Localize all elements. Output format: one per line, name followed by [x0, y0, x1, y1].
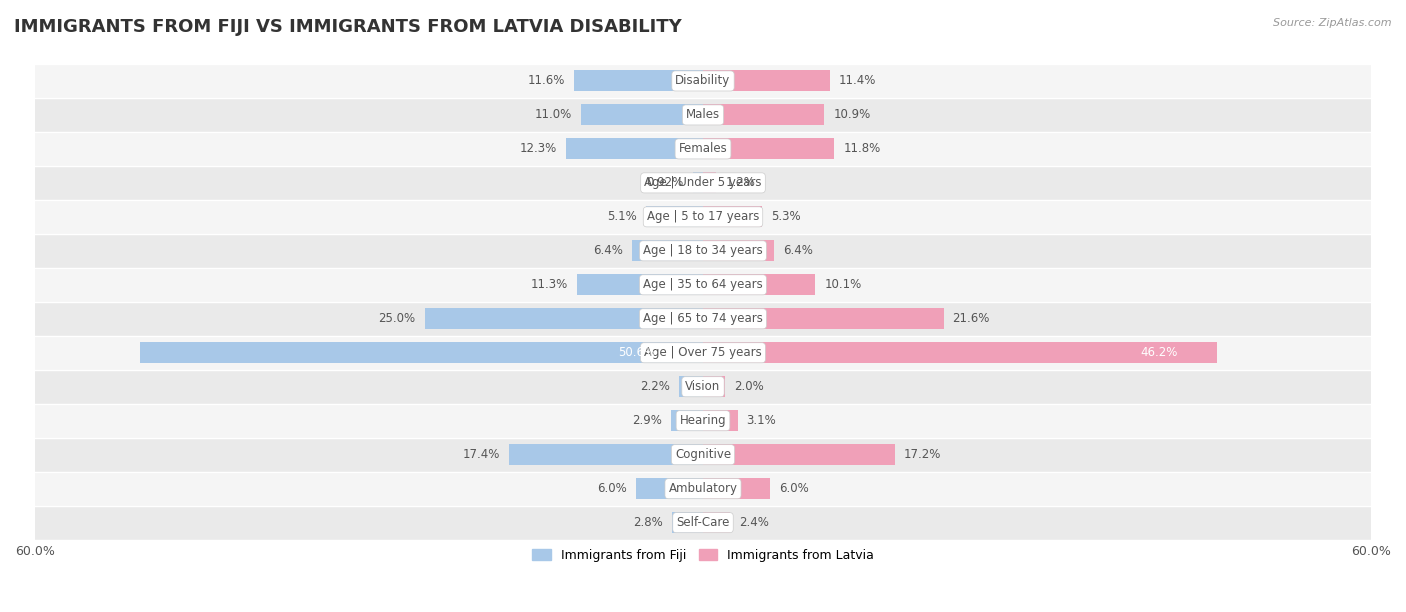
Text: 2.4%: 2.4% [738, 516, 769, 529]
Text: Age | 65 to 74 years: Age | 65 to 74 years [643, 312, 763, 326]
Bar [703, 173, 717, 193]
Bar [35, 98, 1371, 132]
Text: 10.1%: 10.1% [824, 278, 862, 291]
Text: 5.3%: 5.3% [770, 211, 800, 223]
Bar [647, 206, 703, 228]
Bar [35, 336, 1371, 370]
Bar [703, 444, 894, 465]
Text: Males: Males [686, 108, 720, 121]
Bar [693, 173, 703, 193]
Text: Source: ZipAtlas.com: Source: ZipAtlas.com [1274, 18, 1392, 28]
Text: 17.2%: 17.2% [904, 448, 941, 461]
Bar [703, 206, 762, 228]
Bar [35, 64, 1371, 98]
Bar [671, 410, 703, 431]
Text: 25.0%: 25.0% [378, 312, 416, 326]
Bar [35, 302, 1371, 336]
Bar [703, 410, 738, 431]
Bar [703, 376, 725, 397]
Text: 5.1%: 5.1% [607, 211, 637, 223]
Text: 0.92%: 0.92% [647, 176, 683, 189]
Text: Ambulatory: Ambulatory [668, 482, 738, 495]
Text: Age | Under 5 years: Age | Under 5 years [644, 176, 762, 189]
Text: 12.3%: 12.3% [520, 143, 557, 155]
Text: Hearing: Hearing [679, 414, 727, 427]
Bar [35, 438, 1371, 472]
Bar [35, 234, 1371, 268]
Text: Age | 35 to 64 years: Age | 35 to 64 years [643, 278, 763, 291]
Bar [672, 512, 703, 533]
Text: Disability: Disability [675, 75, 731, 88]
Text: 3.1%: 3.1% [747, 414, 776, 427]
Text: Cognitive: Cognitive [675, 448, 731, 461]
Text: IMMIGRANTS FROM FIJI VS IMMIGRANTS FROM LATVIA DISABILITY: IMMIGRANTS FROM FIJI VS IMMIGRANTS FROM … [14, 18, 682, 36]
Bar [139, 342, 703, 364]
Text: Vision: Vision [685, 380, 721, 394]
Text: 2.8%: 2.8% [633, 516, 662, 529]
Bar [35, 200, 1371, 234]
Bar [636, 478, 703, 499]
Text: Self-Care: Self-Care [676, 516, 730, 529]
Bar [35, 166, 1371, 200]
Text: 2.0%: 2.0% [734, 380, 763, 394]
Bar [574, 70, 703, 91]
Bar [35, 268, 1371, 302]
Text: Age | Over 75 years: Age | Over 75 years [644, 346, 762, 359]
Text: 2.9%: 2.9% [631, 414, 662, 427]
Text: 6.4%: 6.4% [593, 244, 623, 257]
Text: 6.0%: 6.0% [779, 482, 808, 495]
Bar [703, 105, 824, 125]
Bar [425, 308, 703, 329]
Bar [703, 70, 830, 91]
Text: 11.4%: 11.4% [839, 75, 876, 88]
Legend: Immigrants from Fiji, Immigrants from Latvia: Immigrants from Fiji, Immigrants from La… [527, 543, 879, 567]
Bar [703, 241, 775, 261]
Bar [35, 472, 1371, 506]
Text: 6.4%: 6.4% [783, 244, 813, 257]
Bar [703, 308, 943, 329]
Bar [581, 105, 703, 125]
Bar [35, 506, 1371, 540]
Bar [509, 444, 703, 465]
Text: Age | 5 to 17 years: Age | 5 to 17 years [647, 211, 759, 223]
Text: 11.3%: 11.3% [531, 278, 568, 291]
Bar [703, 512, 730, 533]
Text: 11.8%: 11.8% [844, 143, 880, 155]
Bar [567, 138, 703, 160]
Bar [35, 404, 1371, 438]
Bar [703, 138, 834, 160]
Bar [703, 274, 815, 296]
Bar [35, 370, 1371, 404]
Text: 17.4%: 17.4% [463, 448, 501, 461]
Text: 1.2%: 1.2% [725, 176, 755, 189]
Text: 46.2%: 46.2% [1140, 346, 1178, 359]
Bar [703, 478, 770, 499]
Text: 11.0%: 11.0% [534, 108, 572, 121]
Bar [631, 241, 703, 261]
Text: 21.6%: 21.6% [952, 312, 990, 326]
Text: Age | 18 to 34 years: Age | 18 to 34 years [643, 244, 763, 257]
Text: 11.6%: 11.6% [527, 75, 565, 88]
Text: 10.9%: 10.9% [834, 108, 870, 121]
Bar [703, 342, 1218, 364]
Text: 50.6%: 50.6% [619, 346, 655, 359]
Text: Females: Females [679, 143, 727, 155]
Text: 2.2%: 2.2% [640, 380, 669, 394]
Bar [578, 274, 703, 296]
Text: 6.0%: 6.0% [598, 482, 627, 495]
Bar [679, 376, 703, 397]
Bar [35, 132, 1371, 166]
